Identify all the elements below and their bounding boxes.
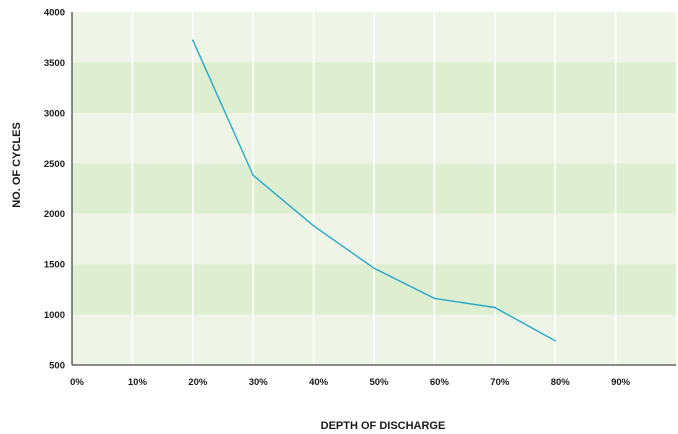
- data-point: [373, 267, 375, 269]
- y-tick-label: 4000: [44, 8, 65, 19]
- x-tick-label: 50%: [369, 377, 389, 388]
- y-tick-label: 3000: [44, 108, 65, 119]
- series-layer: [192, 39, 556, 342]
- data-point: [554, 339, 556, 342]
- y-tick-label: 1000: [44, 310, 65, 321]
- data-point: [433, 297, 436, 300]
- y-tick-label: 2000: [44, 209, 65, 220]
- x-tick-label: 0%: [70, 377, 84, 388]
- x-tick-label: 30%: [249, 377, 269, 388]
- tick-labels: 500 1000 1500 2000 2500 3000 3500 4000 0% 10% 20% 3…: [44, 8, 631, 389]
- y-tick-label: 1500: [44, 260, 65, 271]
- axes: [71, 12, 676, 366]
- data-point: [312, 225, 315, 227]
- x-tick-label: 40%: [309, 377, 329, 388]
- x-tick-label: 70%: [490, 377, 510, 388]
- data-point: [494, 306, 496, 309]
- x-tick-label: 90%: [611, 377, 631, 388]
- x-axis-title: DEPTH OF DISCHARGE: [321, 420, 446, 432]
- x-tick-label: 10%: [128, 377, 148, 388]
- x-tick-label: 20%: [188, 377, 208, 388]
- y-tick-label: 2500: [44, 159, 65, 170]
- y-axis-title: NO. OF CYCLES: [11, 122, 23, 208]
- data-point: [192, 39, 194, 42]
- data-point: [252, 174, 254, 177]
- gridlines: [131, 12, 617, 365]
- x-tick-label: 60%: [430, 377, 450, 388]
- y-tick-label: 500: [49, 361, 65, 372]
- y-tick-label: 3500: [44, 58, 65, 69]
- x-tick-label: 80%: [551, 377, 571, 388]
